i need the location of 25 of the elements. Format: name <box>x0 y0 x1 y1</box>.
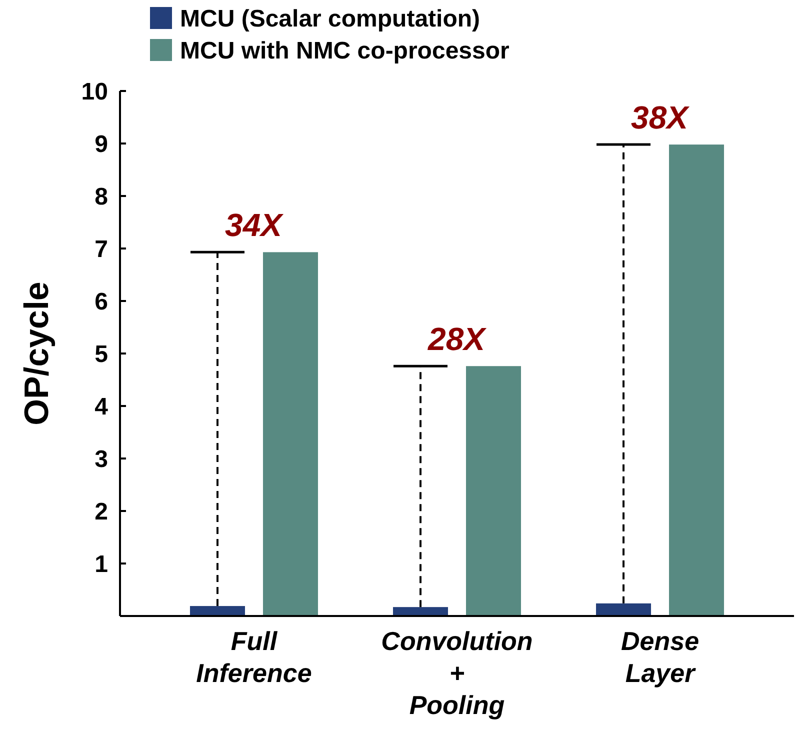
bar <box>393 607 448 616</box>
annotation: 38X <box>631 100 690 136</box>
bar <box>262 252 318 616</box>
y-tick-label: 10 <box>81 78 108 106</box>
legend-label: MCU with NMC co-processor <box>180 37 510 64</box>
bar <box>466 366 521 616</box>
y-tick-label: 6 <box>94 288 108 316</box>
y-tick-label: 1 <box>94 550 108 578</box>
annotation: 28X <box>427 321 487 358</box>
x-tick-label: Full Inference <box>196 626 312 688</box>
y-axis-title: OP/cycle <box>18 282 56 426</box>
bar <box>669 144 724 616</box>
y-tick-label: 8 <box>94 183 108 210</box>
legend-label: MCU (Scalar computation) <box>180 5 480 32</box>
bar <box>190 606 245 616</box>
y-tick-label: 2 <box>94 498 108 526</box>
x-tick-label: Convolution + Pooling <box>381 626 533 720</box>
bar <box>596 603 652 616</box>
annotation: 34X <box>225 207 284 244</box>
y-tick-label: 4 <box>94 393 109 420</box>
y-tick-label: 3 <box>94 446 108 473</box>
y-tick-label: 9 <box>94 130 108 158</box>
y-tick-label: 7 <box>94 236 108 263</box>
x-tick-label: Dense Layer <box>620 626 700 688</box>
y-tick-label: 5 <box>94 340 108 368</box>
